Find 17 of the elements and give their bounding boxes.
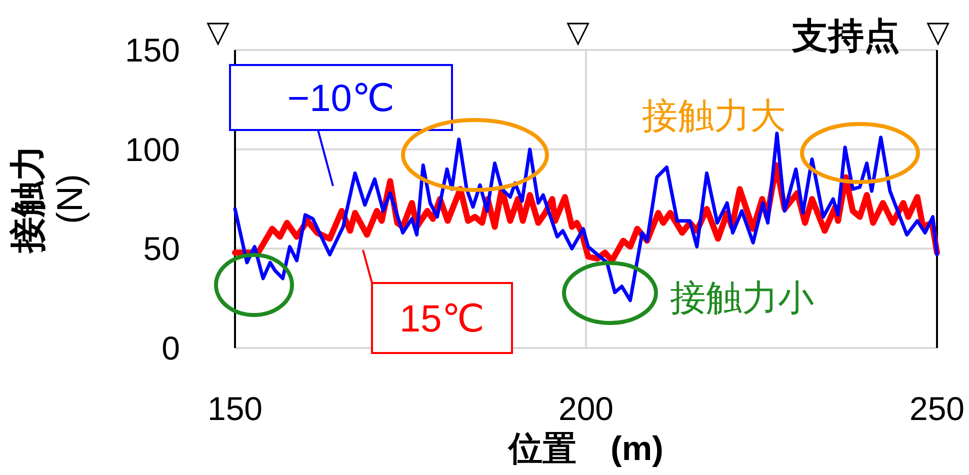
annotation: 接触力大 [642,95,786,136]
text: ▽ [566,16,590,49]
y-tick-label: 100 [124,130,180,168]
legend-label: 15℃ [400,298,484,341]
series-label: −10℃ [287,78,395,120]
annotation: 支持点 [791,15,900,56]
y-tick-label: 0 [162,330,180,367]
x-tick-label: 150 [207,390,263,427]
y-axis-title: 接触力 (N) [7,145,90,254]
x-tick-label: 200 [558,390,614,427]
y-tick-label: 50 [143,230,180,268]
text: ▽ [206,16,230,49]
text: ▽ [926,16,950,49]
y-tick-label: 150 [124,32,180,69]
annotation: 接触力小 [670,277,814,318]
x-tick-label: 250 [909,390,965,427]
x-axis-title: 位置 (m) [508,430,664,468]
